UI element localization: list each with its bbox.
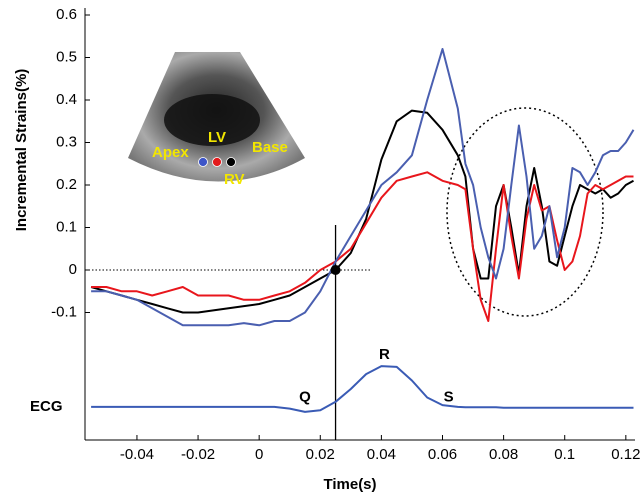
series-line [90, 109, 634, 314]
x-axis-label: Time(s) [323, 476, 376, 493]
x-tick-label: -0.04 [120, 446, 154, 463]
annotation: S [444, 388, 454, 405]
x-tick-label: 0.02 [306, 446, 335, 463]
y-tick-label: 0.1 [56, 218, 77, 235]
series-label: ECG [30, 398, 63, 415]
inset-label: Base [252, 139, 288, 156]
y-tick-label: 0.5 [56, 48, 77, 65]
lv-cavity [164, 94, 260, 146]
inset-label: RV [224, 171, 245, 188]
y-axis-label: Incremental Strains(%) [13, 69, 30, 232]
series-line [91, 48, 635, 327]
y-tick-label: 0 [69, 261, 77, 278]
x-tick-label: 0.04 [367, 446, 396, 463]
x-tick-label: 0.06 [428, 446, 457, 463]
series-line [91, 171, 634, 322]
highlight-ellipse [446, 107, 604, 317]
x-tick-label: 0.08 [489, 446, 518, 463]
x-tick-label: -0.02 [181, 446, 215, 463]
inset-label: Apex [152, 144, 189, 161]
y-tick-label: 0.2 [56, 176, 77, 193]
x-tick-label: 0.12 [611, 446, 640, 463]
series-line [91, 365, 634, 413]
x-tick-label: 0 [255, 446, 263, 463]
annotation: Q [299, 388, 311, 405]
y-tick-label: 0.4 [56, 91, 77, 108]
inset-label: LV [208, 129, 226, 146]
annotation: R [379, 346, 390, 363]
reference-point [330, 265, 341, 275]
base-dot [226, 157, 236, 167]
apex-dot [198, 157, 208, 167]
y-tick-label: 0.3 [56, 133, 77, 150]
mid-dot [212, 157, 222, 167]
x-tick-label: 0.1 [554, 446, 575, 463]
ultrasound-inset [128, 52, 305, 182]
y-tick-label: 0.6 [56, 6, 77, 23]
y-tick-label: -0.1 [51, 303, 77, 320]
